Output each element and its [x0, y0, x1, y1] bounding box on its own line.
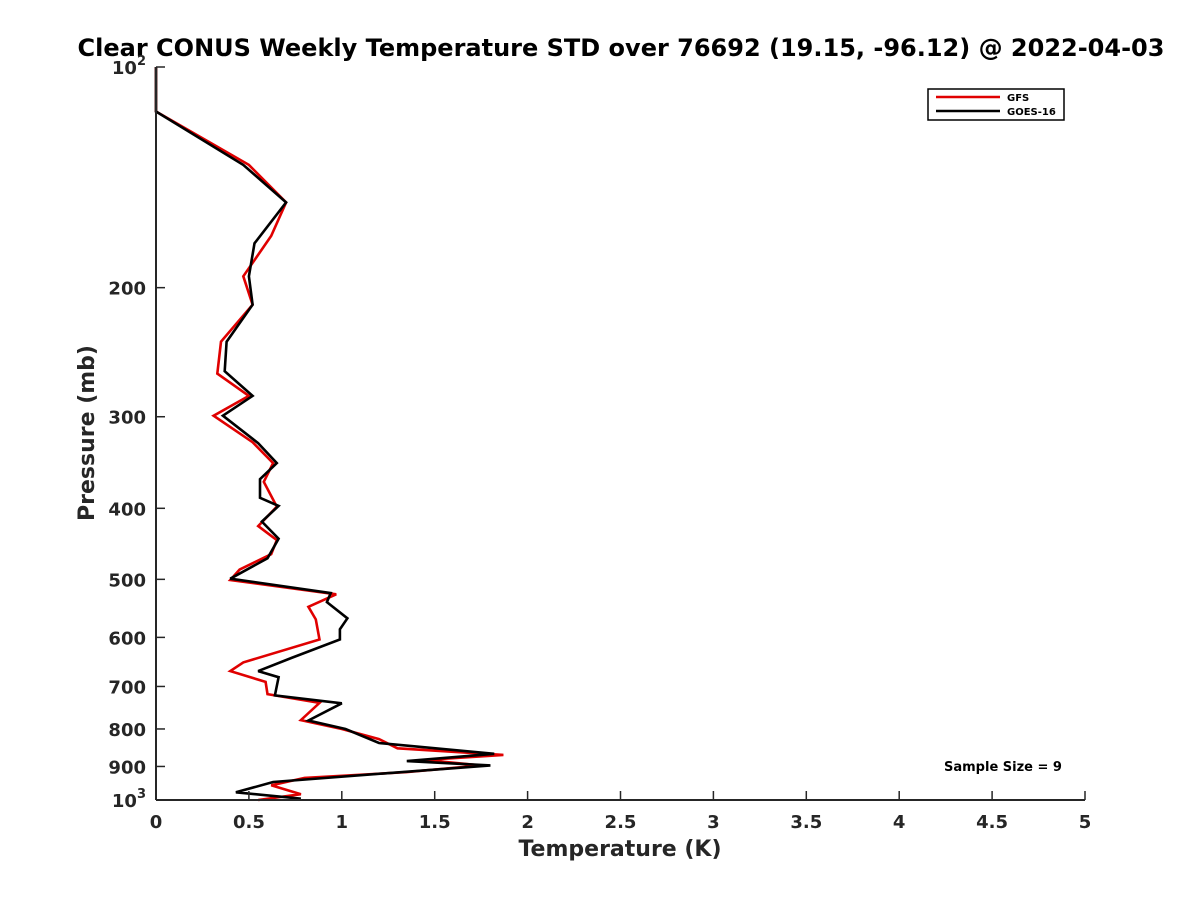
y-tick-label: 500	[108, 570, 146, 591]
y-tick-label: 103	[112, 787, 146, 812]
y-tick-label: 400	[108, 499, 146, 520]
x-tick-label: 0	[150, 812, 163, 833]
y-tick-label: 800	[108, 720, 146, 741]
series-line-gfs	[154, 67, 504, 802]
y-tick-label: 200	[108, 279, 146, 300]
y-tick-label: 102	[112, 54, 146, 79]
y-tick-label: 900	[108, 757, 146, 778]
x-tick-label: 1.5	[419, 812, 451, 833]
legend-label-goes16: GOES-16	[1007, 107, 1056, 118]
x-tick-label: 1	[336, 812, 349, 833]
x-axis-label: Temperature (K)	[518, 837, 721, 862]
sample-size-annotation: Sample Size = 9	[944, 760, 1062, 775]
chart-title: Clear CONUS Weekly Temperature STD over …	[78, 34, 1165, 62]
legend-box	[927, 88, 1065, 121]
x-axis: 0 0.5 1 1.5 2 2.5 3 3.5 4 4.5 5	[150, 791, 1092, 833]
x-tick-label: 3.5	[790, 812, 822, 833]
y-tick-label: 600	[108, 628, 146, 649]
x-tick-label: 2.5	[605, 812, 637, 833]
legend-label-gfs: GFS	[1007, 93, 1029, 104]
legend: GFS GOES-16	[927, 88, 1065, 121]
series-line-goes16	[154, 67, 495, 800]
x-tick-label: 5	[1079, 812, 1092, 833]
x-tick-label: 3	[707, 812, 720, 833]
x-tick-label: 4	[893, 812, 906, 833]
y-axis: 102 200 300 400 500 600 700 800 900 103	[108, 54, 165, 812]
x-tick-label: 2	[521, 812, 534, 833]
y-axis-label: Pressure (mb)	[75, 345, 100, 521]
y-tick-label: 300	[108, 408, 146, 429]
plot-area	[154, 67, 504, 802]
x-tick-label: 0.5	[233, 812, 265, 833]
x-tick-label: 4.5	[976, 812, 1008, 833]
y-tick-label: 700	[108, 677, 146, 698]
